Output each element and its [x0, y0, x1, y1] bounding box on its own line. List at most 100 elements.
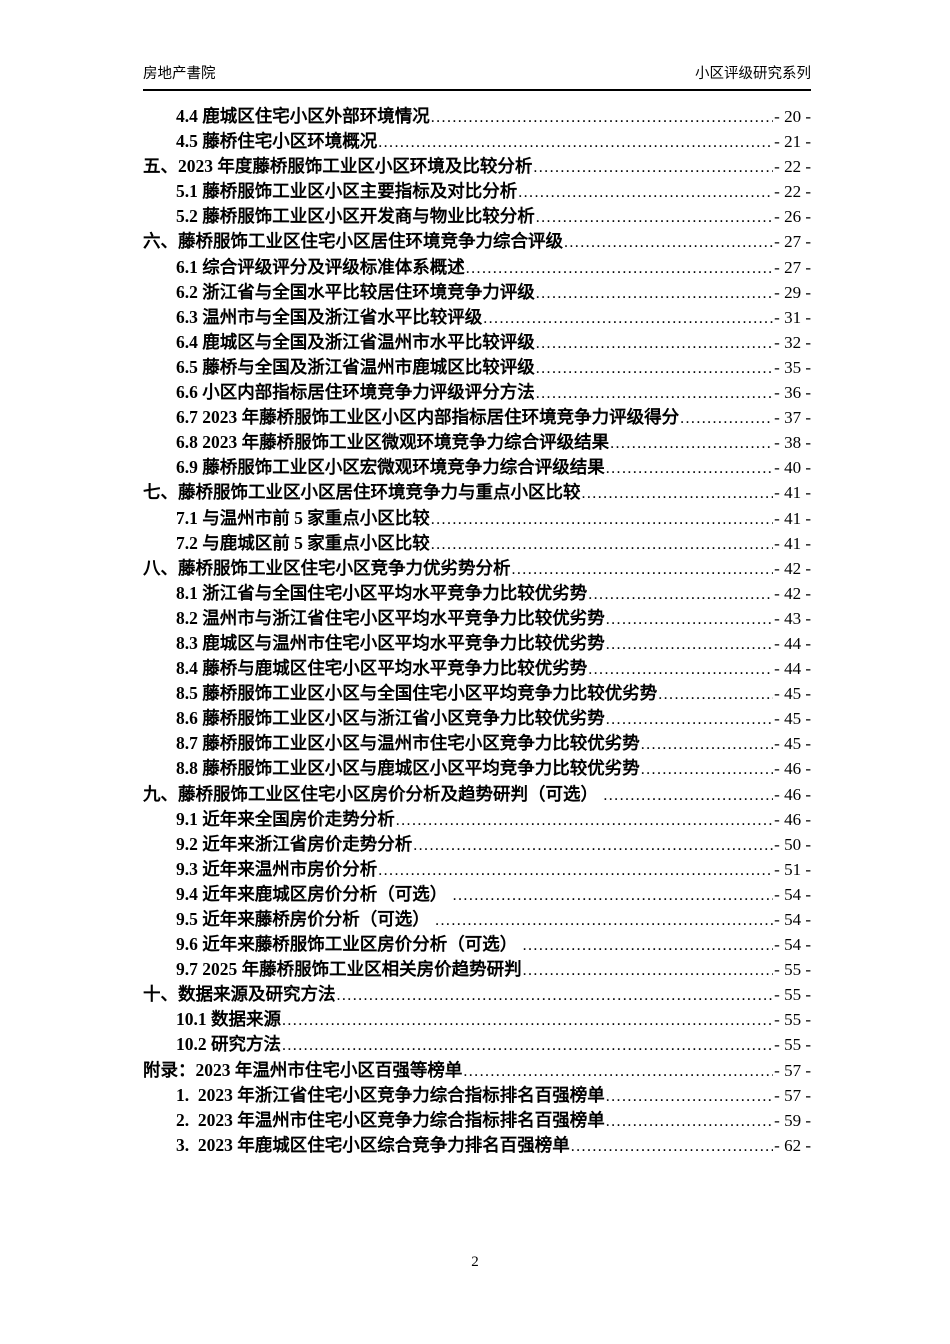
toc-dot-leader: ........................................…	[465, 259, 774, 277]
toc-dot-leader: ........................................…	[511, 560, 774, 578]
toc-entry: 九、藤桥服饰工业区住宅小区房价分析及趋势研判（可选） .............…	[143, 782, 811, 807]
toc-entry: 8.8 藤桥服饰工业区小区与鹿城区小区平均竞争力比较优劣势...........…	[143, 756, 811, 781]
toc-dot-leader: ........................................…	[588, 661, 774, 679]
toc-dot-leader: ........................................…	[605, 711, 774, 729]
toc-entry-page-number: - 20 -	[774, 107, 811, 126]
toc-entry-page-number: - 46 -	[774, 809, 811, 829]
toc-entry: 6.4 鹿城区与全国及浙江省温州市水平比较评级.................…	[143, 330, 811, 355]
toc-entry-page-number: - 44 -	[774, 659, 811, 679]
toc-entry-page-number: - 59 -	[774, 1110, 811, 1130]
toc-dot-leader: ........................................…	[588, 585, 774, 603]
toc-entry: 9.6 近年来藤桥服饰工业区房价分析（可选） .................…	[143, 932, 811, 957]
toc-entry-page-number: - 43 -	[774, 608, 811, 628]
toc-entry: 4.5 藤桥住宅小区环境概况..........................…	[143, 129, 811, 154]
toc-entry-label: 8.4 藤桥与鹿城区住宅小区平均水平竞争力比较优劣势	[176, 658, 588, 679]
toc-entry: 9.2 近年来浙江省房价走势分析........................…	[143, 832, 811, 857]
toc-entry-label: 7.1 与温州市前 5 家重点小区比较	[176, 507, 430, 528]
toc-dot-leader: ........................................…	[452, 886, 774, 904]
toc-entry: 2. 2023 年温州市住宅小区竞争力综合指标排名百强榜单...........…	[143, 1108, 811, 1133]
toc-dot-leader: ........................................…	[522, 937, 774, 955]
toc-dot-leader: ........................................…	[282, 1012, 774, 1030]
toc-entry-label: 4.5 藤桥住宅小区环境概况	[176, 131, 378, 152]
toc-dot-leader: ........................................…	[640, 761, 773, 779]
toc-entry: 9.1 近年来全国房价走势分析.........................…	[143, 807, 811, 832]
toc-entry-label: 九、藤桥服饰工业区住宅小区房价分析及趋势研判（可选）	[143, 783, 603, 804]
toc-entry: 8.4 藤桥与鹿城区住宅小区平均水平竞争力比较优劣势..............…	[143, 656, 811, 681]
toc-entry-page-number: - 55 -	[774, 1010, 811, 1030]
toc-entry: 8.3 鹿城区与温州市住宅小区平均水平竞争力比较优劣势.............…	[143, 631, 811, 656]
toc-entry-page-number: - 22 -	[774, 182, 811, 202]
toc-entry-label: 9.1 近年来全国房价走势分析	[176, 808, 395, 829]
toc-entry-page-number: - 54 -	[774, 935, 811, 955]
toc-entry-page-number: - 62 -	[774, 1135, 811, 1155]
toc-entry-page-number: - 57 -	[774, 1085, 811, 1105]
toc-entry-page-number: - 40 -	[774, 458, 811, 478]
toc-entry: 6.8 2023 年藤桥服饰工业区微观环境竞争力综合评级结果..........…	[143, 430, 811, 455]
toc-entry-page-number: - 50 -	[774, 834, 811, 854]
toc-entry: 10.1 数据来源...............................…	[143, 1007, 811, 1032]
toc-entry-page-number: - 41 -	[774, 533, 811, 553]
toc-dot-leader: ........................................…	[535, 385, 774, 403]
toc-entry: 8.5 藤桥服饰工业区小区与全国住宅小区平均竞争力比较优劣势..........…	[143, 681, 811, 706]
toc-entry-page-number: - 46 -	[774, 784, 811, 804]
toc-entry: 8.7 藤桥服饰工业区小区与温州市住宅小区竞争力比较优劣势...........…	[143, 731, 811, 756]
toc-dot-leader: ........................................…	[535, 359, 774, 377]
toc-entry-page-number: - 29 -	[774, 282, 811, 302]
toc-entry-label: 9.3 近年来温州市房价分析	[176, 858, 378, 879]
toc-entry-label: 9.5 近年来藤桥房价分析（可选）	[176, 909, 435, 929]
toc-entry-label: 5.2 藤桥服饰工业区小区开发商与物业比较分析	[176, 206, 535, 227]
toc-dot-leader: ........................................…	[378, 861, 774, 879]
header-left-text: 房地产書院	[143, 66, 216, 82]
toc-entry: 9.5 近年来藤桥房价分析（可选） ......................…	[143, 907, 811, 932]
toc-entry-page-number: - 55 -	[774, 985, 811, 1005]
toc-entry-label: 2. 2023 年温州市住宅小区竞争力综合指标排名百强榜单	[176, 1109, 605, 1130]
toc-entry-page-number: - 55 -	[774, 960, 811, 980]
toc-entry-label: 6.1 综合评级评分及评级标准体系概述	[176, 256, 465, 277]
toc-entry-label: 6.6 小区内部指标居住环境竞争力评级评分方法	[176, 382, 535, 403]
toc-entry: 八、藤桥服饰工业区住宅小区竞争力优劣势分析...................…	[143, 556, 811, 581]
toc-entry-page-number: - 42 -	[774, 558, 811, 578]
toc-entry-page-number: - 31 -	[774, 307, 811, 327]
toc-dot-leader: ........................................…	[680, 410, 774, 428]
toc-entry-page-number: - 38 -	[774, 433, 811, 453]
toc-dot-leader: ........................................…	[605, 1087, 774, 1105]
toc-dot-leader: ........................................…	[413, 836, 773, 854]
toc-entry-label: 6.8 2023 年藤桥服饰工业区微观环境竞争力综合评级结果	[176, 432, 610, 453]
toc-entry-label: 六、藤桥服饰工业区住宅小区居住环境竞争力综合评级	[143, 231, 563, 252]
toc-dot-leader: ........................................…	[605, 635, 774, 653]
toc-dot-leader: ........................................…	[581, 485, 774, 503]
toc-dot-leader: ........................................…	[605, 610, 774, 628]
toc-entry: 5.1 藤桥服饰工业区小区主要指标及对比分析..................…	[143, 179, 811, 204]
toc-dot-leader: ........................................…	[570, 1137, 773, 1155]
toc-entry-page-number: - 57 -	[774, 1060, 811, 1080]
toc-entry-page-number: - 46 -	[774, 759, 811, 779]
toc-entry-page-number: - 45 -	[774, 709, 811, 729]
toc-dot-leader: ........................................…	[605, 460, 774, 478]
toc-entry: 4.4 鹿城区住宅小区外部环境情况.......................…	[143, 104, 811, 129]
toc-entry: 6.7 2023 年藤桥服饰工业区小区内部指标居住环境竞争力评级得分......…	[143, 405, 811, 430]
toc-entry: 10.2 研究方法...............................…	[143, 1032, 811, 1057]
toc-entry-label: 8.7 藤桥服饰工业区小区与温州市住宅小区竞争力比较优劣势	[176, 733, 640, 754]
toc-entry-page-number: - 42 -	[774, 583, 811, 603]
toc-dot-leader: ........................................…	[603, 786, 773, 804]
toc-entry: 7.1 与温州市前 5 家重点小区比较.....................…	[143, 506, 811, 531]
toc-dot-leader: ........................................…	[535, 209, 774, 227]
page-footer: 2	[0, 1254, 950, 1271]
toc-dot-leader: ........................................…	[610, 435, 773, 453]
toc-entry: 9.3 近年来温州市房价分析..........................…	[143, 857, 811, 882]
toc-entry-page-number: - 44 -	[774, 633, 811, 653]
toc-entry-page-number: - 41 -	[774, 508, 811, 528]
toc-dot-leader: ........................................…	[605, 1112, 774, 1130]
table-of-contents: 4.4 鹿城区住宅小区外部环境情况.......................…	[143, 104, 811, 1158]
toc-entry: 8.2 温州市与浙江省住宅小区平均水平竞争力比较优劣势.............…	[143, 606, 811, 631]
toc-entry-label: 10.1 数据来源	[176, 1009, 281, 1030]
toc-entry-label: 9.7 2025 年藤桥服饰工业区相关房价趋势研判	[176, 959, 522, 980]
toc-entry-page-number: - 45 -	[774, 684, 811, 704]
toc-entry-label: 8.8 藤桥服饰工业区小区与鹿城区小区平均竞争力比较优劣势	[176, 758, 640, 779]
toc-entry: 十、数据来源及研究方法.............................…	[143, 982, 811, 1007]
toc-entry-page-number: - 54 -	[774, 884, 811, 904]
header-right-text: 小区评级研究系列	[695, 66, 811, 82]
toc-entry: 6.9 藤桥服饰工业区小区宏微观环境竞争力综合评级结果.............…	[143, 455, 811, 480]
toc-entry-label: 9.6 近年来藤桥服饰工业区房价分析（可选）	[176, 934, 522, 955]
